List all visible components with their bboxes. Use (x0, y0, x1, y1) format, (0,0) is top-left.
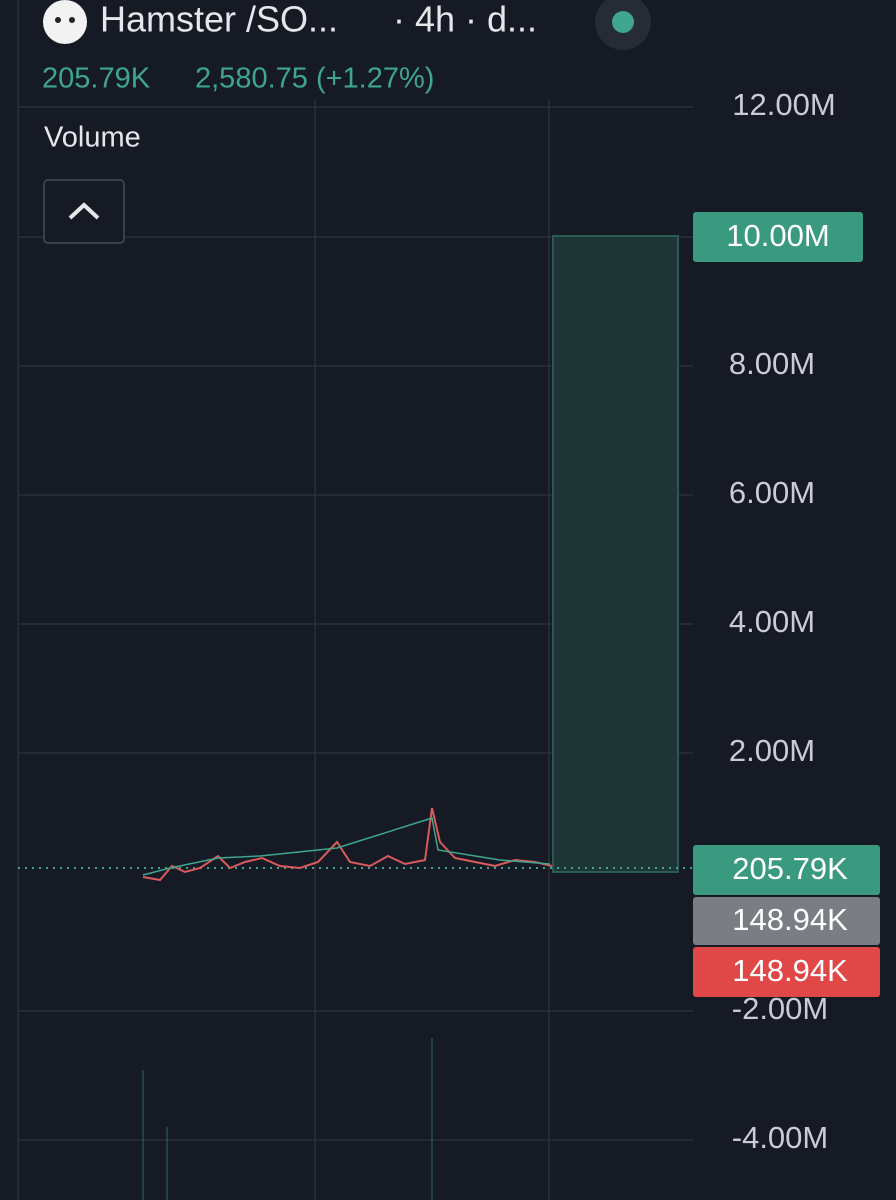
token-icon (55, 17, 61, 23)
axis-label: -4.00M (732, 1120, 828, 1155)
grid (17, 0, 693, 1200)
badge-label: 148.94K (732, 953, 848, 988)
badge-label: 10.00M (726, 218, 829, 253)
axis-label: 12.00M (732, 87, 835, 122)
axis-label: 4.00M (729, 604, 815, 639)
badge (693, 897, 880, 945)
badge (693, 845, 880, 895)
token-icon (43, 0, 87, 44)
interval[interactable]: · 4h · d... (393, 0, 537, 40)
badge (693, 212, 863, 262)
axis-label: 2.00M (729, 733, 815, 768)
token-icon (69, 17, 75, 23)
badge (693, 947, 880, 997)
axis-label: -2.00M (732, 991, 828, 1026)
axis-label: 6.00M (729, 475, 815, 510)
badge-label: 205.79K (732, 851, 848, 886)
collapse-button[interactable] (43, 179, 125, 244)
chevron-icon (68, 202, 100, 220)
price-change: 2,580.75 (+1.27%) (195, 63, 434, 95)
volume-value: 205.79K (42, 63, 151, 95)
badge-label: 148.94K (732, 902, 848, 937)
axis-label: 8.00M (729, 346, 815, 381)
candles (142, 817, 551, 876)
status-dot (612, 11, 634, 33)
position-box (552, 235, 679, 873)
pane-title: Volume (44, 122, 141, 154)
candles (142, 807, 553, 882)
symbol[interactable]: Hamster /SO... (100, 0, 338, 40)
